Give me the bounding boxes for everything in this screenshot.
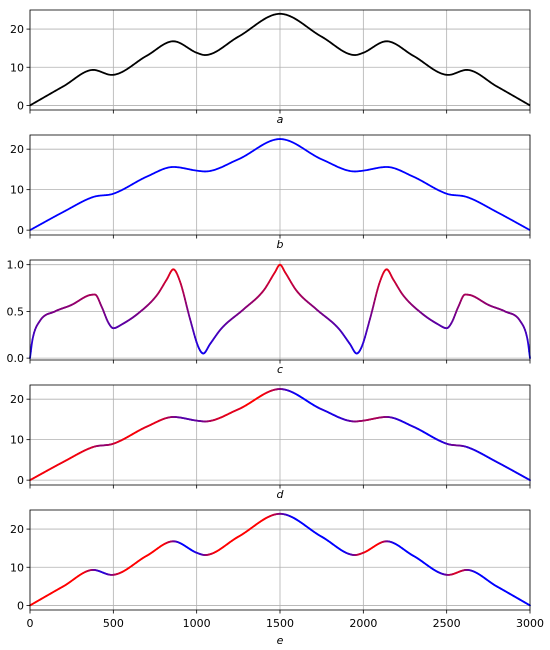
x-tick-label: 2500 [433, 617, 461, 630]
y-tick-label: 20 [10, 143, 24, 156]
y-tick-label: 20 [10, 393, 24, 406]
series-line-a [29, 12, 531, 107]
y-tick-label: 0 [17, 599, 24, 612]
x-tick-label: 500 [103, 617, 124, 630]
x-tick-label: 0 [27, 617, 34, 630]
y-tick-label: 20 [10, 523, 24, 536]
y-tick-label: 20 [10, 23, 24, 36]
x-tick-label: 2000 [349, 617, 377, 630]
y-tick-label: 10 [10, 184, 24, 197]
series-segment [527, 343, 531, 353]
series-line-c [29, 263, 531, 360]
y-tick-label: 10 [10, 434, 24, 447]
y-tick-label: 10 [10, 61, 24, 74]
chart-panel-d: 0 10 20 d [10, 384, 531, 501]
series-line-e [29, 512, 531, 607]
y-tick-label: 0 [17, 224, 24, 237]
subplot-label: b [277, 238, 284, 251]
x-tick-label: 1000 [183, 617, 211, 630]
series-line-d [29, 388, 531, 482]
y-tick-label: 0.0 [7, 352, 25, 365]
subplot-label: e [277, 634, 284, 647]
subplot-label: a [277, 113, 284, 126]
chart-panel-a: 0 10 20 a [10, 9, 531, 126]
series-segment [29, 343, 33, 353]
subplot-label: c [277, 363, 283, 376]
chart-panel-b: 0 10 20 b [10, 134, 531, 251]
y-tick-label: 0 [17, 474, 24, 487]
y-tick-label: 1.0 [7, 259, 25, 272]
x-tick-label: 3000 [516, 617, 544, 630]
y-tick-label: 10 [10, 561, 24, 574]
y-tick-label: 0.5 [7, 305, 25, 318]
chart-panel-e: 0 10 20 0 500 1000 1500 2000 2500 3000 e [10, 509, 544, 647]
series-line-b [29, 138, 531, 231]
chart-panel-c: 0.0 0.5 1.0 c [7, 259, 531, 376]
x-tick-label: 1500 [266, 617, 294, 630]
subplot-label: d [277, 488, 285, 501]
y-tick-label: 0 [17, 99, 24, 112]
